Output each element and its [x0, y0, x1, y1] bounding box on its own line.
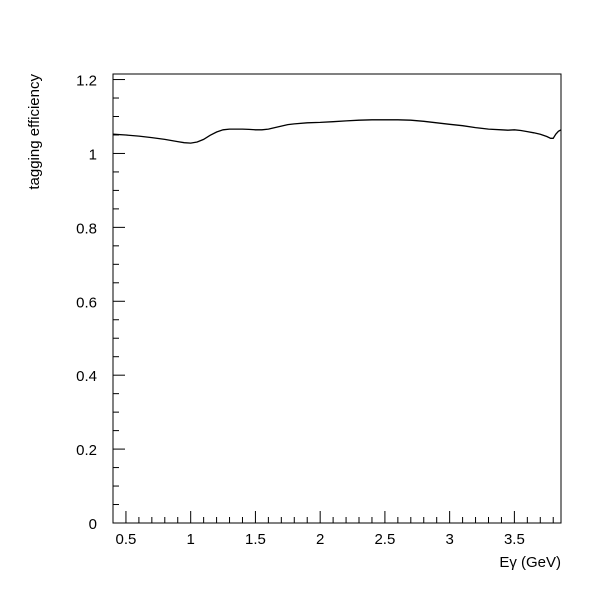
x-tick-label: 2 [316, 531, 324, 548]
x-tick-label: 1 [187, 531, 195, 548]
plot-area: 0 0.2 0.4 0.6 0.8 1 1.2 0.5 1 1.5 2 2.5 3 3.5 [76, 73, 562, 548]
y-tick-label: 0.8 [76, 220, 97, 237]
y-ticks: 0 0.2 0.4 0.6 0.8 1 1.2 [76, 73, 125, 533]
series-line-tagging-efficiency [112, 119, 562, 144]
y-minor-ticks [113, 97, 119, 506]
plot-frame [112, 73, 562, 524]
y-tick-label: 1 [89, 146, 97, 163]
x-tick-label: 3.5 [504, 531, 525, 548]
x-minor-ticks [112, 517, 554, 523]
y-tick-label: 0 [89, 516, 97, 533]
x-tick-label: 2.5 [374, 531, 395, 548]
y-axis-label: tagging efficiency [26, 74, 43, 190]
x-tick-label: 1.5 [245, 531, 266, 548]
y-tick-label: 0.4 [76, 368, 97, 385]
y-tick-label: 1.2 [76, 73, 97, 90]
y-tick-label: 0.6 [76, 294, 97, 311]
x-axis-label: Eγ (GeV) [499, 554, 561, 571]
x-tick-label: 3 [445, 531, 453, 548]
y-tick-label: 0.2 [76, 442, 97, 459]
x-tick-label: 0.5 [116, 531, 137, 548]
x-ticks: 0.5 1 1.5 2 2.5 3 3.5 [116, 511, 525, 548]
